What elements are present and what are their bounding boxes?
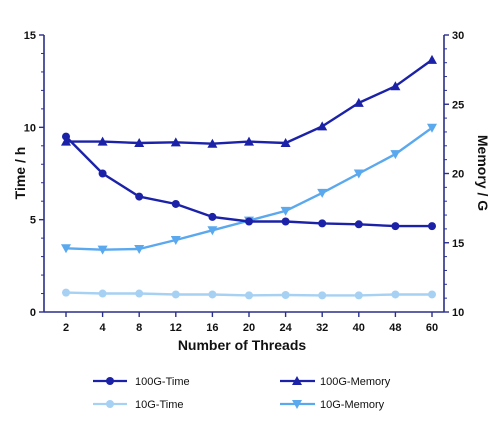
data-point — [245, 291, 253, 300]
legend-item-10g-time: 10G-Time — [93, 399, 184, 411]
y-right-tick-label: 25 — [452, 99, 464, 111]
y-right-tick-label: 30 — [452, 30, 464, 42]
y-left-tick-label: 0 — [30, 307, 36, 319]
data-point — [390, 150, 401, 160]
triangle-down-marker-icon — [292, 400, 302, 409]
data-point — [280, 138, 291, 148]
data-point — [317, 121, 328, 131]
series-line — [65, 135, 432, 228]
data-point — [281, 217, 290, 226]
series-line — [66, 58, 433, 145]
series-10g-time — [62, 288, 436, 300]
legend-label: 10G-Memory — [320, 399, 385, 411]
legend-item-100g-time: 100G-Time — [93, 376, 190, 388]
data-point — [170, 137, 181, 147]
data-point — [61, 244, 71, 254]
data-point — [318, 219, 327, 228]
data-point — [245, 217, 253, 226]
circle-marker-icon — [106, 400, 114, 408]
y-right-tick-label: 20 — [452, 169, 464, 181]
legend-label: 100G-Time — [135, 376, 190, 388]
data-point — [353, 97, 364, 107]
data-point — [354, 220, 363, 229]
data-point — [97, 245, 108, 255]
legend: 100G-Time 100G-Memory 10G-Time 10G-Memor… — [93, 376, 391, 411]
data-point — [391, 222, 400, 231]
data-point — [318, 291, 327, 300]
legend-item-100g-memory: 100G-Memory — [280, 376, 391, 388]
series-100g-memory — [61, 54, 437, 148]
x-tick-label: 8 — [136, 322, 142, 334]
legend-label: 100G-Memory — [320, 376, 391, 388]
data-point — [170, 235, 181, 245]
triangle-up-marker-icon — [292, 376, 302, 385]
y-right-tick-label: 10 — [452, 307, 464, 319]
circle-marker-icon — [106, 377, 114, 385]
data-point — [134, 244, 145, 254]
y-left-tick-label: 10 — [24, 122, 36, 134]
data-point — [390, 81, 401, 91]
data-point — [427, 123, 437, 133]
x-tick-label: 60 — [426, 322, 438, 334]
y-right-tick-label: 15 — [452, 238, 464, 250]
x-tick-label: 48 — [389, 322, 401, 334]
y-left-tick-label: 15 — [24, 30, 36, 42]
data-point — [353, 169, 364, 179]
x-axis-title: Number of Threads — [178, 337, 307, 353]
x-tick-label: 32 — [316, 322, 328, 334]
data-point — [135, 192, 144, 201]
data-point — [134, 138, 145, 148]
data-point — [391, 290, 400, 299]
data-point — [98, 169, 107, 178]
data-point — [428, 222, 436, 231]
data-point — [62, 132, 70, 141]
data-point — [428, 290, 436, 299]
data-point — [207, 226, 218, 236]
data-point — [244, 136, 254, 146]
x-tick-label: 24 — [279, 322, 292, 334]
data-point — [135, 289, 144, 298]
data-point — [62, 288, 70, 297]
x-tick-label: 4 — [100, 322, 107, 334]
y-left-tick-label: 5 — [30, 215, 36, 227]
series-100g-time — [62, 132, 436, 231]
data-point — [208, 212, 217, 221]
y-axis-left-title: Time / h — [12, 147, 28, 200]
data-point — [354, 291, 363, 300]
x-tick-label: 40 — [353, 322, 365, 334]
y-axis-right-title: Memory / G — [475, 135, 491, 211]
data-point — [171, 199, 180, 208]
data-point — [208, 290, 217, 299]
x-tick-label: 2 — [63, 322, 69, 334]
data-point — [171, 290, 180, 299]
data-point — [280, 206, 291, 216]
data-point — [317, 188, 328, 198]
data-point — [427, 54, 437, 64]
data-point — [97, 136, 108, 146]
series-line — [65, 126, 433, 251]
legend-item-10g-memory: 10G-Memory — [280, 399, 385, 411]
series-layer — [61, 54, 437, 300]
data-point — [207, 138, 218, 148]
data-point — [281, 291, 290, 300]
x-tick-label: 16 — [206, 322, 218, 334]
data-point — [61, 136, 71, 146]
x-tick-label: 20 — [243, 322, 255, 334]
data-point — [98, 289, 107, 298]
x-tick-label: 12 — [170, 322, 182, 334]
legend-label: 10G-Time — [135, 399, 184, 411]
